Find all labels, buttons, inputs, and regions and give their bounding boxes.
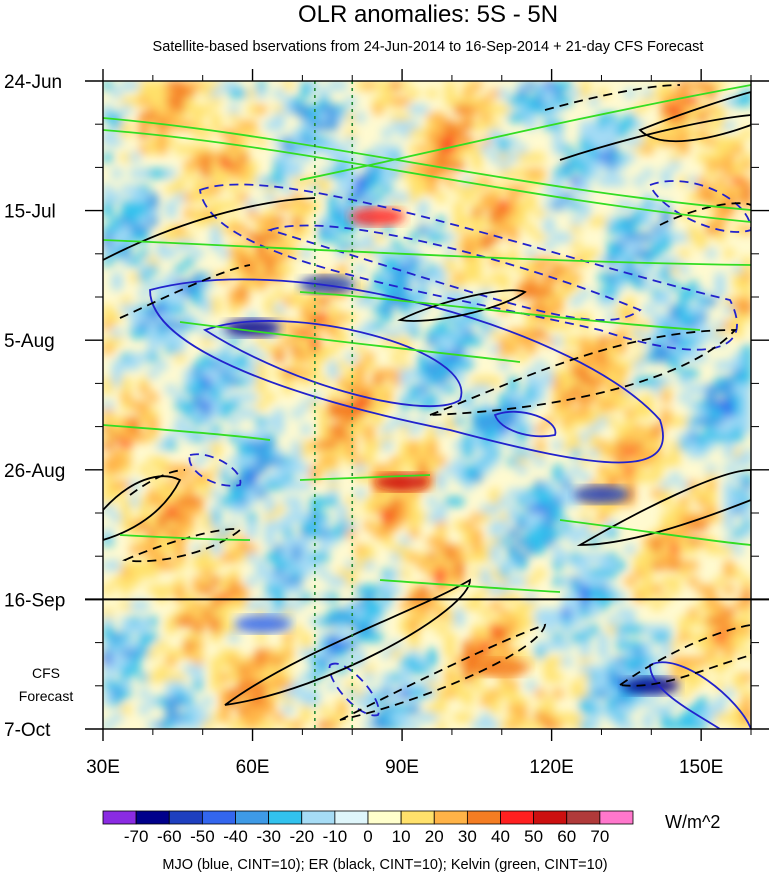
y-tick-label: 7-Oct bbox=[4, 720, 51, 741]
anomaly-core bbox=[349, 207, 406, 226]
colorbar-swatch bbox=[168, 810, 203, 825]
kelvin-contour bbox=[299, 291, 701, 331]
colorbar-swatch bbox=[201, 810, 236, 825]
colorbar-swatch bbox=[500, 810, 535, 825]
er-contour bbox=[339, 623, 547, 721]
colorbar-label: 10 bbox=[392, 827, 411, 846]
y-tick-label: 24-Jun bbox=[4, 72, 62, 93]
anomaly-core bbox=[473, 658, 530, 677]
wave-contours bbox=[103, 84, 751, 729]
er-contour bbox=[544, 84, 681, 111]
anomaly-core bbox=[374, 473, 431, 492]
x-tick-label: 60E bbox=[236, 757, 270, 778]
colorbar-label: -70 bbox=[124, 827, 149, 846]
anomaly-core bbox=[623, 676, 680, 695]
colorbar-label: -50 bbox=[190, 827, 215, 846]
colorbar-swatch bbox=[533, 810, 568, 825]
x-tick-label: 150E bbox=[679, 757, 723, 778]
colorbar-swatch bbox=[135, 810, 170, 825]
mjo-contour bbox=[493, 410, 557, 438]
er-contour bbox=[129, 469, 186, 496]
chart-subtitle: Satellite-based bservations from 24-Jun-… bbox=[152, 39, 704, 55]
mjo-contour bbox=[649, 661, 751, 729]
y-tick-label: 5-Aug bbox=[4, 331, 55, 352]
colorbar-label: -20 bbox=[289, 827, 314, 846]
colorbar-label: 70 bbox=[590, 827, 609, 846]
colorbar-swatch bbox=[400, 810, 435, 825]
mjo-contour bbox=[267, 224, 642, 321]
er-contour bbox=[576, 469, 751, 546]
kelvin-contour bbox=[103, 117, 751, 211]
colorbar-swatch bbox=[367, 810, 402, 825]
kelvin-contour bbox=[103, 424, 271, 441]
y-tick-label: 16-Sep bbox=[4, 590, 65, 611]
kelvin-contour bbox=[299, 84, 751, 181]
colorbar-label: -60 bbox=[157, 827, 182, 846]
er-contour bbox=[103, 475, 182, 541]
colorbar-label: -30 bbox=[256, 827, 281, 846]
colorbar-label: 20 bbox=[425, 827, 444, 846]
kelvin-contour bbox=[119, 534, 251, 541]
colorbar-label: -40 bbox=[223, 827, 248, 846]
colorbar-swatch bbox=[433, 810, 468, 825]
x-tick-label: 90E bbox=[385, 757, 419, 778]
colorbar-label: 60 bbox=[557, 827, 576, 846]
x-tick-label: 120E bbox=[529, 757, 573, 778]
er-contour bbox=[559, 114, 751, 161]
kelvin-contour bbox=[179, 321, 521, 363]
kelvin-contour bbox=[559, 519, 751, 546]
colorbar-swatch bbox=[466, 810, 501, 825]
mjo-contour bbox=[328, 662, 380, 717]
plot-frame bbox=[102, 80, 752, 730]
axes: 30E 60E 90E 120E 150E 24-Jun 15-Jul 5-Aug 26-Aug… bbox=[4, 69, 769, 778]
mjo-contour bbox=[199, 183, 738, 351]
er-contour bbox=[103, 197, 316, 261]
reference-longitude-lines bbox=[314, 81, 354, 729]
colorbar-swatch bbox=[566, 810, 601, 825]
kelvin-contour bbox=[103, 129, 751, 223]
colorbar-label: 0 bbox=[363, 827, 372, 846]
colorbar-swatch bbox=[235, 810, 270, 825]
kelvin-contour bbox=[379, 579, 561, 593]
er-contour bbox=[638, 91, 751, 143]
colorbar-label: -10 bbox=[323, 827, 348, 846]
colorbar: -70 -60 -50 -40 -30 -20 -10 0 10 20 30 40 50 60 70 bbox=[102, 810, 634, 846]
er-contour bbox=[122, 528, 242, 563]
anomaly-core bbox=[234, 615, 291, 634]
colorbar-label: 50 bbox=[524, 827, 543, 846]
er-contour bbox=[397, 289, 527, 322]
mjo-contour bbox=[149, 278, 664, 464]
x-tick-label: 30E bbox=[86, 757, 120, 778]
colorbar-swatch bbox=[334, 810, 369, 825]
colorbar-label: 40 bbox=[491, 827, 510, 846]
anomaly-core bbox=[573, 485, 630, 504]
er-contour bbox=[224, 578, 471, 706]
kelvin-contour bbox=[103, 239, 751, 266]
colorbar-swatch bbox=[301, 810, 336, 825]
kelvin-contour bbox=[299, 474, 431, 481]
y-tick-label: 26-Aug bbox=[4, 461, 65, 482]
er-contour bbox=[659, 202, 751, 226]
y-tick-label: 15-Jul bbox=[4, 202, 56, 223]
colorbar-swatch bbox=[268, 810, 303, 825]
legend-footnote: MJO (blue, CINT=10); ER (black, CINT=10)… bbox=[162, 857, 608, 873]
colorbar-swatch bbox=[599, 810, 634, 825]
er-contour bbox=[119, 264, 251, 319]
chart-title: OLR anomalies: 5S - 5N bbox=[297, 1, 559, 28]
forecast-label: CFS Forecast bbox=[18, 665, 74, 704]
mjo-contour bbox=[188, 453, 242, 487]
er-contour bbox=[617, 624, 751, 687]
colorbar-swatch bbox=[102, 810, 137, 825]
colorbar-units: W/m^2 bbox=[665, 812, 721, 832]
er-contour bbox=[429, 329, 738, 416]
colorbar-label: 30 bbox=[458, 827, 477, 846]
mjo-contour bbox=[202, 320, 463, 407]
